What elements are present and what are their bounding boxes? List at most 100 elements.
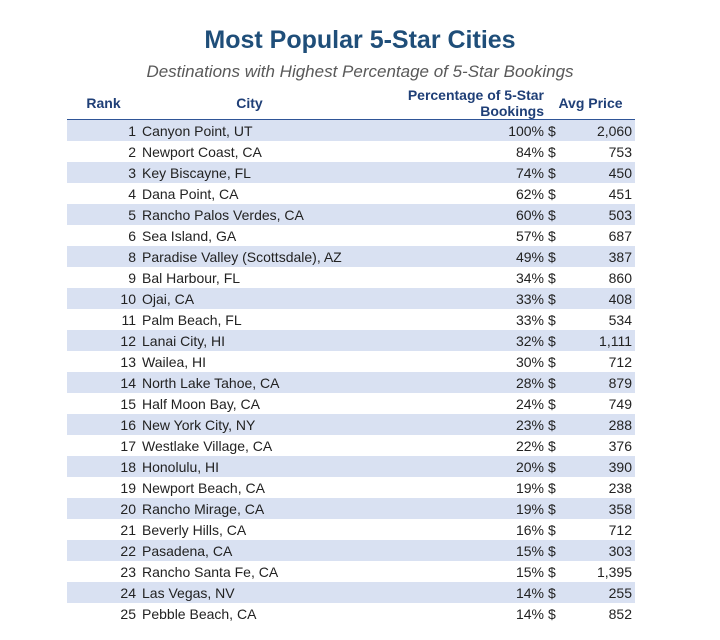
avg-price-cell: 255: [590, 582, 635, 603]
rank-cell: 24: [67, 582, 140, 603]
currency-symbol: $: [546, 498, 591, 519]
rank-cell: 19: [120, 479, 136, 496]
header-percentage: Percentage of 5-Star Bookings: [357, 87, 546, 120]
percentage-cell: 100%: [357, 119, 546, 141]
percentage-cell: 30%: [515, 353, 544, 370]
percentage-cell: 15%: [515, 563, 544, 580]
rank-cell: 20: [67, 498, 140, 519]
table-row: 5 Rancho Palos Verdes, CA 60% $503: [67, 204, 635, 225]
rank-cell: 6: [128, 227, 136, 244]
rank-cell: 17: [120, 437, 136, 454]
currency-symbol: $: [548, 311, 556, 328]
city-cell: North Lake Tahoe, CA: [140, 372, 357, 393]
header-row: Rank City Percentage of 5-Star Bookings …: [67, 87, 635, 120]
table-row: 4 Dana Point, CA 62% $451: [67, 183, 635, 204]
city-cell: Pebble Beach, CA: [142, 605, 257, 622]
avg-price-cell: 358: [590, 498, 635, 519]
rank-cell: 23: [120, 563, 136, 580]
rank-cell: 1: [67, 119, 140, 141]
rank-cell: 21: [120, 521, 136, 538]
avg-price-cell: 408: [590, 288, 635, 309]
rank-cell: 18: [67, 456, 140, 477]
currency-symbol: $: [548, 605, 556, 622]
rank-cell: 10: [67, 288, 140, 309]
table-row: 12 Lanai City, HI 32% $1,111: [67, 330, 635, 351]
avg-price-cell: 288: [590, 414, 635, 435]
city-cell: Lanai City, HI: [140, 330, 357, 351]
city-cell: Westlake Village, CA: [142, 437, 273, 454]
avg-price-cell: 2,060: [590, 119, 635, 141]
table-row: 10 Ojai, CA 33% $408: [67, 288, 635, 309]
rank-cell: 2: [128, 143, 136, 160]
rank-cell: 13: [120, 353, 136, 370]
rank-cell: 11: [121, 311, 136, 328]
currency-symbol: $: [546, 456, 591, 477]
currency-symbol: $: [546, 204, 591, 225]
avg-price-cell: 450: [590, 162, 635, 183]
currency-symbol: $: [546, 540, 591, 561]
currency-symbol: $: [548, 143, 556, 160]
table-row: 14 North Lake Tahoe, CA 28% $879: [67, 372, 635, 393]
table-row: 1 Canyon Point, UT 100% $2,060: [67, 119, 635, 141]
rank-cell: 12: [67, 330, 140, 351]
currency-symbol: $: [548, 185, 556, 202]
city-cell: Sea Island, GA: [142, 227, 237, 244]
percentage-cell: 34%: [515, 269, 544, 286]
percentage-cell: 23%: [357, 414, 546, 435]
table-row: 20 Rancho Mirage, CA 19% $358: [67, 498, 635, 519]
avg-price-cell: 451: [608, 185, 632, 202]
table-row: 16 New York City, NY 23% $288: [67, 414, 635, 435]
city-cell: Wailea, HI: [142, 353, 207, 370]
table-row: 11 Palm Beach, FL 33% $534: [67, 309, 635, 330]
currency-symbol: $: [548, 479, 556, 496]
rank-cell: 14: [67, 372, 140, 393]
percentage-cell: 20%: [357, 456, 546, 477]
rank-cell: 25: [120, 605, 136, 622]
rank-cell: 5: [67, 204, 140, 225]
table-row: 3 Key Biscayne, FL 74% $450: [67, 162, 635, 183]
percentage-cell: 49%: [357, 246, 546, 267]
currency-symbol: $: [546, 246, 591, 267]
avg-price-cell: 687: [608, 227, 632, 244]
table-row: 17 Westlake Village, CA 22% $376: [67, 435, 635, 456]
avg-price-cell: 303: [590, 540, 635, 561]
percentage-cell: 62%: [515, 185, 544, 202]
rank-cell: 9: [128, 269, 136, 286]
avg-price-cell: 1,395: [596, 563, 632, 580]
avg-price-cell: 387: [590, 246, 635, 267]
currency-symbol: $: [548, 269, 556, 286]
table-row: 21 Beverly Hills, CA 16% $712: [67, 519, 635, 540]
percentage-cell: 32%: [357, 330, 546, 351]
avg-price-cell: 749: [608, 395, 632, 412]
table-row: 6 Sea Island, GA 57% $687: [67, 225, 635, 246]
table-row: 18 Honolulu, HI 20% $390: [67, 456, 635, 477]
city-cell: Palm Beach, FL: [142, 311, 242, 328]
currency-symbol: $: [548, 395, 556, 412]
rank-cell: 8: [67, 246, 140, 267]
city-cell: Ojai, CA: [140, 288, 357, 309]
city-cell: Rancho Palos Verdes, CA: [140, 204, 357, 225]
city-cell: Bal Harbour, FL: [142, 269, 241, 286]
rank-cell: 15: [120, 395, 136, 412]
percentage-cell: 33%: [357, 288, 546, 309]
city-cell: Newport Coast, CA: [142, 143, 262, 160]
header-avg-price: Avg Price: [546, 87, 635, 120]
table-row: 15 Half Moon Bay, CA 24% $749: [67, 393, 635, 414]
avg-price-cell: 712: [608, 353, 632, 370]
avg-price-cell: 753: [608, 143, 632, 160]
table-row: 23 Rancho Santa Fe, CA 15% $1,395: [67, 561, 635, 582]
table-row: 19 Newport Beach, CA 19% $238: [67, 477, 635, 498]
rank-cell: 16: [67, 414, 140, 435]
header-city: City: [140, 87, 357, 120]
city-cell: Las Vegas, NV: [140, 582, 357, 603]
city-cell: Newport Beach, CA: [142, 479, 265, 496]
percentage-cell: 19%: [357, 498, 546, 519]
avg-price-cell: 712: [608, 521, 632, 538]
page-subtitle: Destinations with Highest Percentage of …: [146, 62, 574, 81]
avg-price-cell: 503: [590, 204, 635, 225]
percentage-cell: 28%: [357, 372, 546, 393]
header-rank: Rank: [67, 87, 140, 120]
table-row: 13 Wailea, HI 30% $712: [67, 351, 635, 372]
city-cell: Rancho Mirage, CA: [140, 498, 357, 519]
currency-symbol: $: [548, 353, 556, 370]
